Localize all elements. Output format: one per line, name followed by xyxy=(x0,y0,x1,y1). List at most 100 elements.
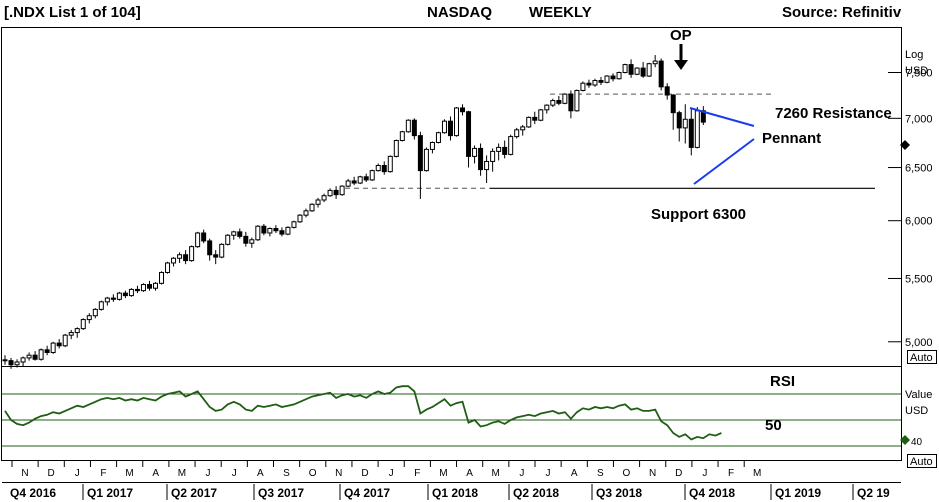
price-auto-label[interactable]: Auto xyxy=(910,352,933,364)
candle xyxy=(550,98,556,108)
price-auto-box[interactable] xyxy=(907,350,937,364)
candle-body-up xyxy=(38,349,44,360)
quarter-axis: Q4 2016 Q1 2017 Q2 2017 Q3 2017 Q4 2017 Q1 20… xyxy=(10,484,890,500)
month-label: M xyxy=(178,468,186,479)
candle xyxy=(146,280,152,291)
candle xyxy=(351,176,357,186)
candle-body-up xyxy=(291,221,297,228)
candle xyxy=(195,231,201,248)
candle xyxy=(478,143,484,176)
candle xyxy=(423,147,429,172)
candle-body-up xyxy=(92,308,98,317)
candle-body-down xyxy=(207,240,213,256)
candle xyxy=(297,214,303,223)
candle-body-down xyxy=(183,254,189,262)
candle-body-down xyxy=(32,354,38,360)
candle-body-up xyxy=(441,120,447,134)
candle xyxy=(279,227,285,237)
candle-body-down xyxy=(502,146,508,155)
candle-body-up xyxy=(574,89,580,112)
quarter-label: Q1 2017 xyxy=(87,486,133,500)
candle-body-up xyxy=(26,354,32,359)
pennant-upper-line xyxy=(689,107,755,127)
candle xyxy=(508,134,514,156)
month-label: M xyxy=(492,468,500,479)
price-tick-label: 7,000 xyxy=(905,113,933,125)
month-label: F xyxy=(728,468,734,479)
quarter-label: Q1 2018 xyxy=(432,486,478,500)
nasdaq-weekly-chart: 5,000 5,500 6,000 6,500 7,000 7,500 OP 7260 R… xyxy=(1,27,937,500)
candle xyxy=(472,145,478,164)
candle xyxy=(520,124,526,136)
rsi-auto-label[interactable]: Auto xyxy=(910,456,933,468)
candle-body-up xyxy=(195,232,201,248)
candle-body-down xyxy=(279,230,285,235)
candle-body-down xyxy=(670,94,676,114)
candle xyxy=(189,245,195,262)
candle-body-up xyxy=(472,147,478,157)
candle-body-down xyxy=(56,342,62,347)
price-tick-label: 6,500 xyxy=(905,163,933,175)
candle xyxy=(568,90,574,119)
candle xyxy=(466,110,472,168)
candle xyxy=(213,250,219,265)
candle xyxy=(321,193,327,203)
candle-body-up xyxy=(177,254,183,259)
rsi-auto-box[interactable] xyxy=(907,454,937,468)
candle xyxy=(616,71,622,80)
month-label: S xyxy=(283,468,290,479)
candle-body-down xyxy=(8,360,14,366)
candle-body-up xyxy=(74,328,80,334)
candle-body-down xyxy=(628,64,634,75)
candle-body-up xyxy=(159,271,165,284)
candle-body-up xyxy=(484,160,490,171)
month-label: M xyxy=(753,468,761,479)
candle xyxy=(32,351,38,361)
candle-body-up xyxy=(267,227,273,234)
candle-body-down xyxy=(676,112,682,129)
candle-body-up xyxy=(80,319,86,330)
candle-body-up xyxy=(219,243,225,258)
candle xyxy=(128,288,134,297)
candle-body-up xyxy=(520,126,526,131)
rsi-last-value: 40 xyxy=(911,437,923,448)
month-label: O xyxy=(309,468,317,479)
op-arrow-icon xyxy=(674,44,688,70)
candle xyxy=(411,118,417,140)
candle xyxy=(207,238,213,261)
candle-body-up xyxy=(20,357,26,363)
candle-body-down xyxy=(417,135,423,172)
candle-body-up xyxy=(165,262,171,273)
price-unit-label: USD xyxy=(905,65,928,77)
support-label: Support 6300 xyxy=(651,206,746,223)
candle xyxy=(339,185,345,196)
candle-body-down xyxy=(640,67,646,77)
candle xyxy=(261,224,267,236)
rsi-unit-label: USD xyxy=(905,405,928,417)
candle xyxy=(92,308,98,319)
candle xyxy=(646,62,652,77)
quarter-label: Q3 2018 xyxy=(596,486,642,500)
candle xyxy=(345,178,351,188)
candle xyxy=(658,58,664,91)
month-label: F xyxy=(414,468,420,479)
candle xyxy=(357,175,363,185)
candle xyxy=(26,352,32,361)
rsi-label: RSI xyxy=(770,373,795,390)
candle-body-down xyxy=(213,254,219,258)
quarter-label: Q2 19 xyxy=(857,486,890,500)
candle xyxy=(381,161,387,175)
candle xyxy=(544,104,550,114)
resistance-label: 7260 Resistance xyxy=(775,105,892,122)
candle-body-down xyxy=(466,111,472,157)
candle-body-up xyxy=(104,297,110,303)
candle xyxy=(604,75,610,84)
candle xyxy=(399,130,405,142)
candle-body-up xyxy=(116,292,122,300)
candle-body-down xyxy=(134,288,140,292)
candle xyxy=(562,93,568,105)
candle xyxy=(652,55,658,68)
month-label: M xyxy=(125,468,133,479)
candle xyxy=(140,283,146,292)
